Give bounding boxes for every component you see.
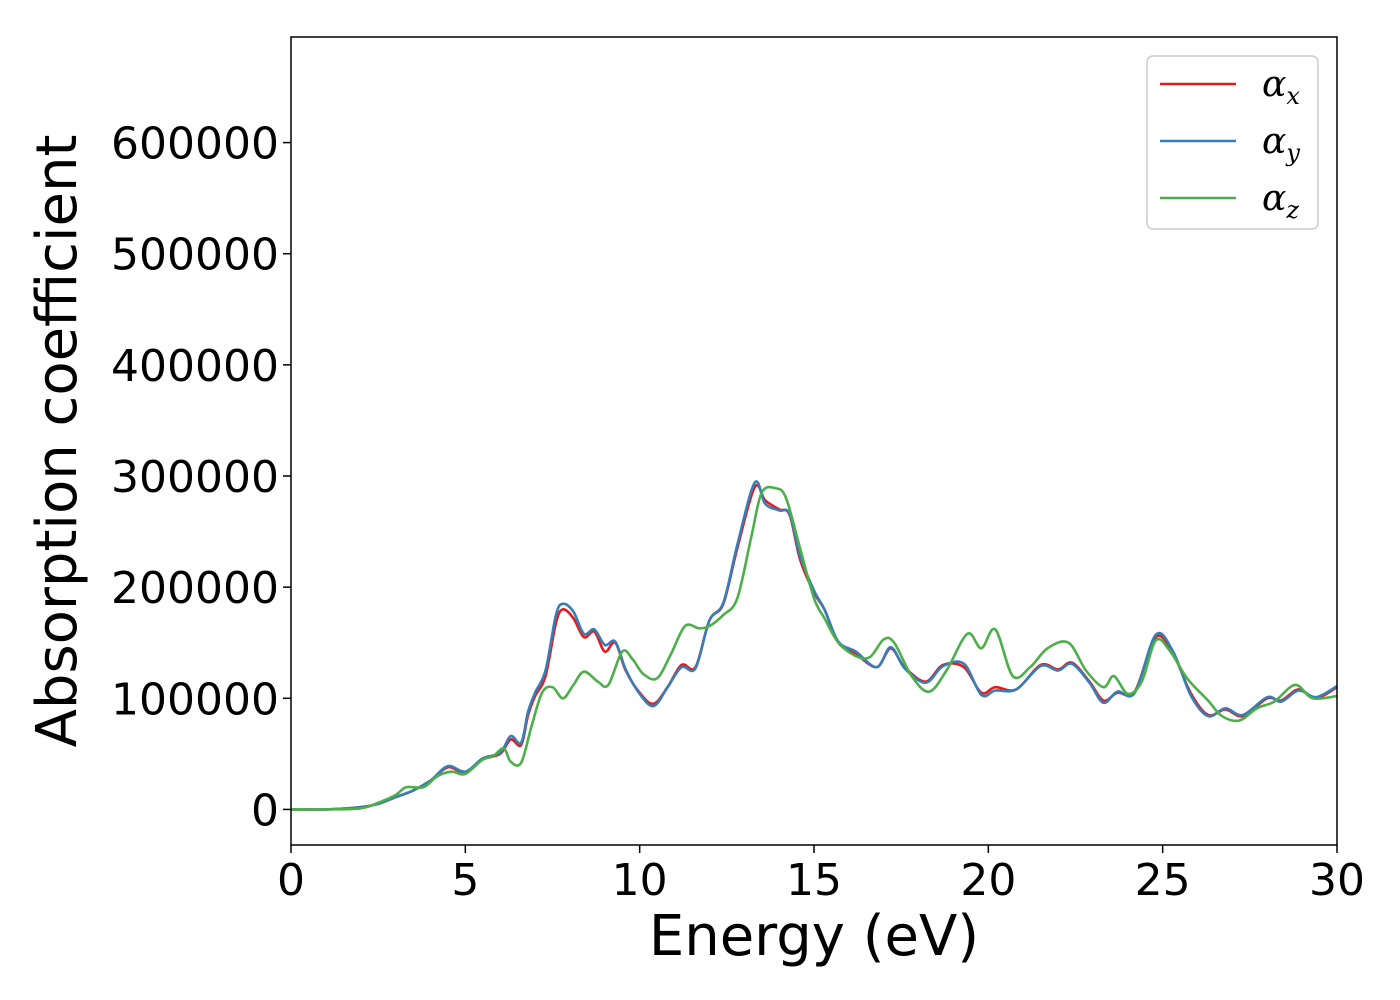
x-tick-label: 15 — [786, 855, 842, 906]
y-tick-label: 100000 — [111, 674, 279, 725]
legend-label-z: αz — [1262, 178, 1299, 224]
y-tick-label: 300000 — [111, 452, 279, 503]
y-tick-label: 0 — [251, 785, 279, 836]
x-axis-label: Energy (eV) — [649, 904, 979, 969]
legend-box — [1146, 55, 1319, 230]
y-axis-label: Absorption coefficient — [25, 135, 90, 748]
x-axis-ticks: 0 5 10 15 20 25 30 — [277, 845, 1365, 906]
x-tick-label: 0 — [277, 855, 305, 906]
legend-label-x: αx — [1262, 64, 1300, 110]
series-line-y — [290, 480, 1338, 811]
x-tick-label: 5 — [451, 855, 479, 906]
x-tick-label: 10 — [612, 855, 668, 906]
y-axis-ticks: 0 100000 200000 300000 400000 500000 600000 — [111, 119, 291, 836]
series-line-z — [290, 485, 1338, 811]
y-tick-label: 500000 — [111, 230, 279, 281]
x-tick-label: 20 — [960, 855, 1016, 906]
legend: αx αy αz — [1146, 55, 1319, 230]
legend-label-y: αy — [1262, 121, 1300, 167]
x-tick-label: 30 — [1309, 855, 1365, 906]
y-tick-label: 600000 — [111, 119, 279, 170]
y-tick-label: 200000 — [111, 563, 279, 614]
x-tick-label: 25 — [1135, 855, 1191, 906]
series-layer — [290, 480, 1338, 811]
y-tick-label: 400000 — [111, 341, 279, 392]
